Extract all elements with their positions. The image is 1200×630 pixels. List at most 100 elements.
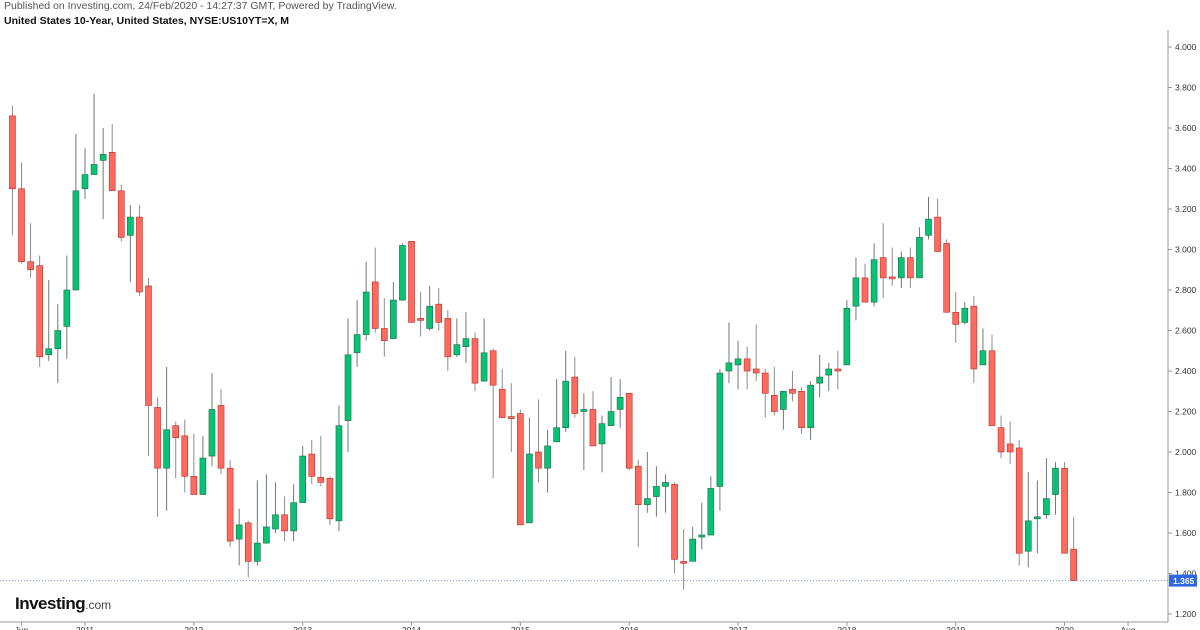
candle-body — [997, 427, 1005, 453]
candle-2010-06 — [18, 162, 25, 264]
candle-body — [952, 311, 960, 325]
candle-2019-10 — [1034, 480, 1041, 554]
candle-body — [507, 416, 515, 419]
candle-body — [108, 152, 116, 192]
candle-body — [36, 265, 43, 358]
candle-body — [308, 453, 316, 477]
candle-2017-11 — [825, 362, 833, 392]
candle-2011-02 — [90, 93, 98, 175]
candle-body — [335, 425, 343, 522]
price-tick-label: 3.400 — [1175, 164, 1197, 174]
candle-2011-12 — [181, 419, 189, 493]
last-price-badge — [1169, 574, 1197, 587]
candle-2011-04 — [108, 123, 116, 192]
candle-body — [9, 115, 16, 190]
candle-body — [498, 388, 506, 418]
candle-2016-08 — [689, 526, 696, 562]
candle-body — [653, 486, 660, 497]
candle-2016-10 — [707, 476, 715, 536]
candle-body — [553, 427, 560, 443]
candle-body — [381, 328, 388, 341]
candle-2014-10 — [489, 348, 497, 479]
candle-2014-08 — [471, 332, 479, 392]
candle-2016-11 — [716, 368, 724, 511]
candle-2017-04 — [761, 368, 769, 418]
candle-body — [625, 392, 633, 469]
candle-body — [99, 154, 107, 161]
candle-2016-03 — [644, 452, 651, 513]
candle-2019-08 — [1015, 439, 1023, 566]
candle-2012-09 — [263, 474, 270, 544]
candle-body — [897, 257, 905, 279]
candle-body — [861, 277, 869, 303]
candle-body — [970, 305, 978, 370]
candle-body — [852, 277, 860, 307]
candle-body — [45, 348, 53, 356]
candle-body — [535, 451, 542, 469]
published-caption: Published on Investing.com, 24/Feb/2020 … — [4, 0, 397, 12]
candle-body — [1024, 520, 1032, 552]
price-tick-label: 2.400 — [1175, 366, 1197, 376]
candle-body — [244, 522, 252, 562]
candle-body — [408, 241, 415, 323]
candle-2015-03 — [535, 399, 542, 483]
candle-body — [825, 368, 833, 376]
price-tick-label: 3.200 — [1175, 204, 1197, 214]
candle-body — [1034, 516, 1041, 520]
candle-2012-06 — [235, 508, 243, 566]
candle-body — [181, 435, 189, 477]
time-tick-label: 2019 — [946, 625, 965, 630]
candle-body — [317, 477, 325, 483]
candle-body — [254, 542, 261, 562]
candle-body — [81, 174, 89, 190]
price-tick-label: 2.000 — [1175, 447, 1197, 457]
candle-body — [517, 413, 524, 526]
candle-2017-12 — [834, 350, 842, 390]
candle-2011-03 — [99, 128, 107, 220]
price-tick-label: 1.800 — [1175, 488, 1197, 498]
time-tick-label: 2014 — [402, 625, 421, 630]
candle-body — [480, 352, 488, 382]
candle-body — [63, 289, 71, 327]
candle-2019-07 — [1006, 421, 1014, 465]
candle-body — [435, 303, 443, 323]
candle-2017-05 — [771, 366, 778, 416]
candle-body — [263, 526, 270, 544]
candle-2013-02 — [308, 439, 316, 485]
candle-2014-01 — [408, 241, 415, 323]
candle-body — [743, 358, 751, 372]
candle-2015-09 — [589, 391, 597, 447]
candle-2015-07 — [571, 356, 579, 418]
candle-2016-01 — [625, 392, 633, 471]
candle-body — [644, 498, 651, 505]
candle-2018-04 — [870, 243, 878, 307]
candle-2010-07 — [27, 223, 34, 278]
time-tick-label: 2015 — [511, 625, 530, 630]
price-tick-label: 3.800 — [1175, 83, 1197, 93]
candle-body — [417, 318, 424, 321]
candle-2018-12 — [943, 239, 950, 313]
price-tick-label: 1.200 — [1175, 609, 1197, 619]
candle-2014-07 — [462, 312, 470, 363]
candle-2014-04 — [435, 287, 443, 331]
candle-2013-10 — [381, 298, 388, 357]
candle-2019-02 — [961, 302, 969, 325]
candle-2015-06 — [562, 350, 570, 432]
candle-body — [943, 243, 950, 313]
candle-2011-09 — [154, 397, 161, 517]
candle-2012-08 — [254, 480, 261, 566]
candle-2013-04 — [326, 476, 334, 525]
candle-body — [1015, 447, 1023, 554]
candle-2016-06 — [671, 482, 678, 574]
candle-2012-02 — [199, 435, 207, 495]
candle-body — [399, 245, 406, 301]
candle-2012-05 — [226, 460, 234, 548]
candle-body — [734, 358, 742, 366]
price-tick-label: 1.600 — [1175, 528, 1197, 538]
candle-body — [1052, 467, 1059, 495]
candle-2012-07 — [244, 520, 252, 578]
candle-2018-09 — [916, 227, 923, 279]
candle-2020-02 — [1070, 516, 1077, 581]
candle-2013-06 — [344, 318, 352, 452]
